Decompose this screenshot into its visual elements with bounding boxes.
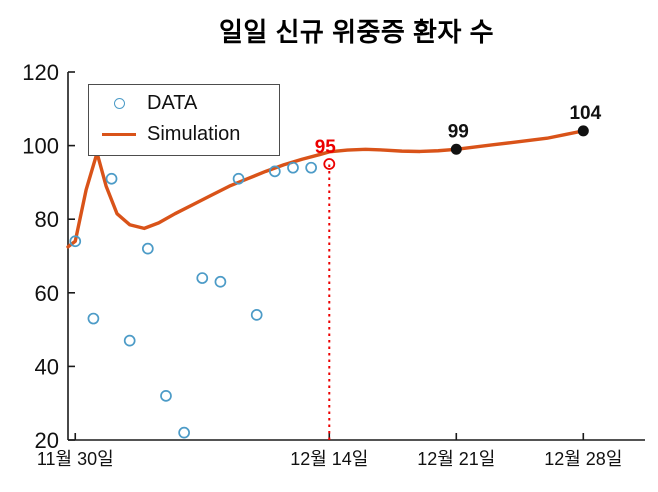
data-point: [268, 165, 281, 178]
highlight-point: [323, 158, 336, 170]
marked-point-label: 99: [448, 121, 469, 142]
data-point: [123, 334, 136, 347]
data-point: [214, 275, 227, 288]
y-tick-label: 20: [35, 428, 59, 453]
legend-label-simulation: Simulation: [147, 123, 241, 145]
legend-item-data: DATA: [101, 92, 279, 115]
y-tick-label: 80: [35, 207, 59, 232]
simulation-line: [66, 129, 586, 249]
data-point: [305, 161, 317, 174]
y-tick-label: 60: [35, 281, 59, 306]
marked-point-label: 104: [569, 103, 601, 124]
data-point: [141, 242, 154, 255]
x-tick-label: 11월 30일: [37, 449, 114, 469]
data-point: [178, 426, 190, 439]
legend: DATA Simulation: [88, 84, 280, 156]
marked-point: [450, 143, 462, 155]
legend-item-simulation: Simulation: [101, 123, 279, 146]
data-point: [160, 389, 172, 402]
legend-marker-box: [101, 98, 137, 109]
x-tick-label: 12월 28일: [544, 449, 622, 469]
x-tick-label: 12월 21일: [417, 449, 495, 469]
data-point: [87, 312, 100, 325]
data-point: [287, 161, 299, 174]
marked-point: [577, 125, 589, 137]
data-point: [69, 235, 82, 248]
data-point: [250, 309, 263, 321]
data-marker-icon: [113, 98, 125, 109]
legend-marker-box: [101, 133, 137, 136]
data-point: [196, 272, 209, 284]
chart-title: 일일 신규 위중증 환자 수: [218, 17, 495, 47]
legend-label-data: DATA: [147, 92, 198, 114]
data-point: [105, 172, 118, 185]
data-point: [232, 172, 245, 185]
y-tick-label: 100: [22, 134, 59, 159]
x-tick-label: 12월 14일: [290, 449, 368, 469]
y-tick-label: 40: [35, 354, 59, 379]
y-tick-label: 120: [22, 60, 59, 85]
highlight-label: 95: [315, 137, 337, 158]
simulation-marker-icon: [102, 133, 136, 136]
